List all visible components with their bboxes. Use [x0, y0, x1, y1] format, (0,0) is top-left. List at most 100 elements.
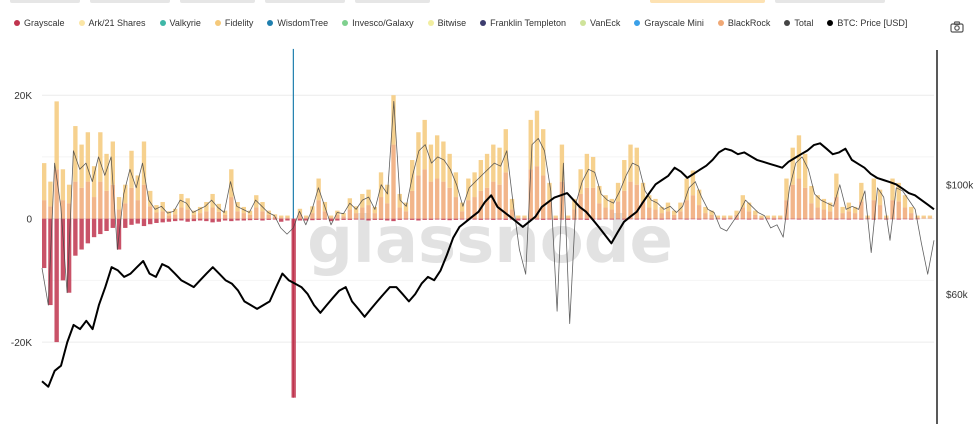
bar-grayscale — [166, 218, 172, 222]
bar-blackrock — [366, 205, 371, 219]
bar-grayscale — [179, 218, 184, 221]
legend-item[interactable]: Bitwise — [427, 18, 466, 28]
bar-blackrock — [909, 213, 914, 219]
bar-fidelity — [815, 195, 820, 208]
bar-fidelity — [703, 206, 708, 214]
bar-blackrock — [915, 217, 920, 219]
bar-grayscale — [459, 218, 465, 220]
bar-blackrock — [672, 214, 677, 219]
top-tab[interactable] — [10, 0, 80, 3]
bar-grayscale — [541, 218, 546, 220]
bar-grayscale — [634, 218, 639, 220]
legend-item[interactable]: Grayscale — [14, 18, 65, 28]
legend-item[interactable]: Invesco/Galaxy — [342, 18, 414, 28]
bar-blackrock — [759, 217, 764, 219]
bar-blackrock — [721, 217, 727, 219]
bar-fidelity — [640, 182, 646, 202]
y-tick-label-left: 20K — [14, 91, 32, 102]
bar-grayscale — [391, 218, 396, 222]
legend-item[interactable]: BlackRock — [717, 18, 771, 28]
bar-blackrock — [73, 181, 78, 219]
bar-fidelity — [659, 206, 664, 214]
bar-fidelity — [852, 206, 858, 214]
bar-grayscale — [204, 218, 209, 222]
bar-fidelity — [528, 119, 533, 170]
bar-grayscale — [210, 218, 215, 223]
bar-blackrock — [534, 166, 540, 219]
top-tab-active[interactable] — [650, 0, 765, 3]
bar-grayscale — [528, 218, 533, 220]
bar-blackrock — [728, 217, 733, 219]
bar-blackrock — [385, 203, 390, 219]
bar-blackrock — [335, 214, 340, 219]
legend-item[interactable]: Total — [784, 18, 813, 28]
bar-fidelity — [272, 214, 278, 217]
bar-grayscale — [372, 218, 377, 220]
bar-fidelity — [135, 175, 140, 201]
bar-fidelity — [204, 201, 209, 212]
y-axis-right: $100k $60k — [946, 180, 974, 301]
bar-fidelity — [584, 153, 590, 188]
bar-blackrock — [91, 197, 97, 219]
bar-fidelity — [66, 184, 72, 204]
bar-grayscale — [709, 218, 714, 220]
bar-blackrock — [222, 214, 228, 219]
legend-item[interactable]: Ark/21 Shares — [78, 18, 146, 28]
legend-label: BlackRock — [727, 18, 771, 28]
bar-fidelity — [553, 215, 558, 218]
bar-fidelity — [565, 215, 571, 218]
bar-blackrock — [796, 178, 802, 219]
bar-blackrock — [771, 217, 777, 219]
legend-item[interactable]: Grayscale Mini — [634, 18, 704, 28]
bar-blackrock — [516, 217, 521, 219]
bar-grayscale — [254, 218, 259, 220]
bar-blackrock — [859, 201, 864, 219]
bar-grayscale — [609, 218, 615, 220]
top-tab[interactable] — [265, 0, 345, 3]
legend-item[interactable]: Valkyrie — [159, 18, 201, 28]
bar-fidelity — [927, 215, 933, 218]
bar-fidelity — [397, 193, 402, 208]
legend-item[interactable]: Franklin Templeton — [480, 18, 566, 28]
bar-fidelity — [123, 184, 128, 204]
legend-item[interactable]: VanEck — [580, 18, 620, 28]
legend-item[interactable]: Fidelity — [214, 18, 253, 28]
top-tab[interactable] — [775, 0, 885, 3]
bar-grayscale — [852, 218, 858, 220]
bar-fidelity — [709, 210, 714, 215]
bar-blackrock — [665, 211, 671, 219]
bar-fidelity — [254, 195, 259, 208]
bar-blackrock — [54, 169, 59, 219]
bar-grayscale — [778, 218, 783, 220]
bar-grayscale — [185, 218, 190, 222]
camera-icon[interactable] — [950, 20, 964, 33]
top-tab[interactable] — [355, 0, 430, 3]
bar-fidelity — [110, 141, 115, 185]
bar-grayscale — [292, 218, 294, 398]
bar-fidelity — [522, 215, 527, 218]
bar-grayscale — [846, 218, 852, 220]
bar-grayscale — [285, 218, 290, 221]
bar-blackrock — [484, 187, 490, 219]
legend-label: VanEck — [590, 18, 621, 28]
bar-grayscale — [110, 218, 115, 228]
legend-item[interactable]: WisdomTree — [267, 18, 328, 28]
bar-fidelity — [784, 178, 789, 201]
bar-fidelity — [172, 208, 178, 215]
bar-grayscale — [703, 218, 708, 220]
legend-label: Valkyrie — [169, 18, 201, 28]
top-tab[interactable] — [180, 0, 255, 3]
bar-fidelity — [491, 144, 496, 182]
bar-grayscale — [584, 218, 590, 220]
bar-blackrock — [241, 213, 246, 219]
bar-grayscale — [322, 218, 328, 220]
bar-grayscale — [191, 218, 197, 222]
bar-blackrock — [578, 193, 583, 219]
legend-item[interactable]: BTC: Price [USD] — [827, 18, 907, 28]
bar-grayscale — [503, 218, 508, 220]
legend-dot — [634, 20, 641, 26]
bar-fidelity — [91, 166, 97, 198]
top-tab[interactable] — [90, 0, 170, 3]
bar-blackrock — [503, 172, 508, 219]
